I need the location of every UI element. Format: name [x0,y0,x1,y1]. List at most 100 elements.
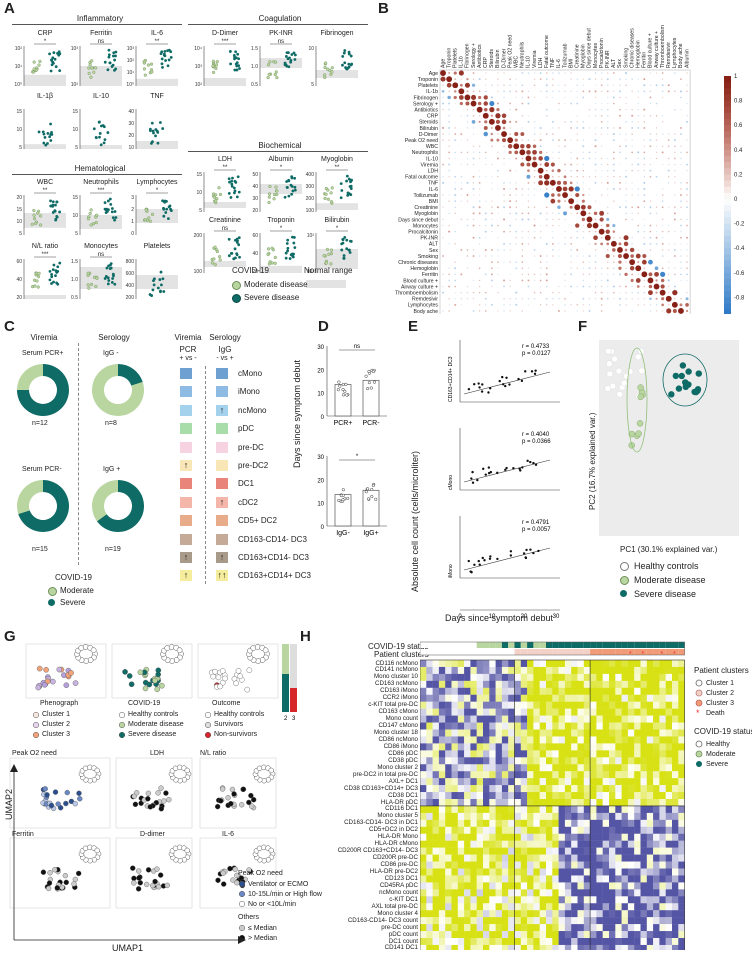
others-legend-0: ≤ Median [248,925,277,932]
heatmap-cell [508,708,515,716]
corr-cell [576,200,578,202]
healthy-dot [620,562,629,571]
heatmap-cell [514,708,521,716]
heatmap-cell [665,673,673,682]
heatmap-cell [583,805,591,814]
corr-cell [570,120,573,123]
status-cell [602,642,609,648]
heatmap-cell [514,785,521,793]
colorbar-segment [724,100,731,108]
corr-cell [686,224,688,227]
heatmap-cell [564,882,572,890]
heatmap-cell [583,938,591,946]
colorbar-segment [724,205,731,212]
moderate-point [88,63,92,67]
severe-point [48,135,52,139]
corr-cell [472,157,475,160]
heatmap-cell [445,708,452,716]
heatmap-cell [577,666,584,675]
moderate-point [95,213,99,217]
marker-cell-pcr [180,533,192,545]
y-tick-label: 2 [131,207,134,213]
corr-cell [442,218,444,221]
heatmap-cell [621,750,629,758]
corr-cell [637,108,639,111]
heatmap-cell [659,938,666,946]
heatmap-cell [640,833,647,841]
corr-cell [600,78,603,80]
heatmap-cell [514,889,521,897]
corr-cell [624,248,628,252]
heatmap-cell [495,743,503,751]
heatmap-cell [464,757,471,765]
h-legend-markers: * [695,679,703,767]
marker-cell-igg [216,423,228,435]
donut-n-igg-neg: n=8 [105,420,117,427]
heatmap-cell [489,687,496,695]
heatmap-cell [665,687,673,695]
corr-cell [668,133,670,135]
heatmap-cell [659,687,666,695]
heatmap-cell [470,910,477,918]
corr-cell [521,242,524,245]
heatmap-cell [514,701,521,709]
marker-label: pre-DC2 [238,461,269,470]
y-tick-label: 20 [16,295,22,301]
annot-frame [420,641,685,656]
data-point [488,387,492,390]
corr-cell [637,224,640,227]
marker-cell-igg: ↑ [216,552,228,563]
umap2-label: UMAP2 [4,788,14,820]
heatmap-cell [552,938,559,946]
small-umap-point [239,802,245,808]
heatmap-cell [627,889,635,897]
corr-cell [606,297,609,300]
heatmap-cell [571,666,578,675]
x-tick-label: 20 [521,614,528,620]
heatmap-cell [634,708,641,716]
corr-cell [491,267,493,270]
heatmap-cell [432,910,440,918]
colorbar-segment [724,94,731,102]
heatmap-cell [489,910,496,918]
corr-cell [680,224,682,227]
corr-cell [613,157,615,160]
severe-point [51,200,55,204]
heatmap-cell [483,931,490,939]
heatmap-cell [609,771,616,779]
corr-cell [497,78,499,80]
corr-cell [466,139,469,141]
moderate-point [89,282,94,287]
moderate-point [266,63,271,67]
corr-cell [594,108,597,111]
heatmap-cell [621,924,629,932]
plot-title: Platelets [144,243,171,250]
heatmap-cell [615,785,622,793]
heatmap-cell [659,944,666,950]
heatmap-cell [564,875,572,883]
severe-point [233,256,237,260]
heatmap-cell [483,910,490,918]
heatmap-cell [470,792,477,800]
heatmap-cell [501,938,509,946]
heatmap-cell [445,847,452,855]
severe-point [49,69,53,73]
heatmap-cell [432,861,440,869]
heatmap-cell [489,729,496,737]
h-row-label: CD86 pre-DC [380,861,418,869]
heatmap-cell [596,847,603,855]
small-umap-point [154,866,160,872]
corr-cell [478,212,481,215]
heatmap-cell [602,882,610,890]
heatmap-cell [653,750,660,758]
cluster-cell [564,649,572,655]
heatmap-cell [552,680,559,688]
h-row-label: CD200R pre-DC [372,854,418,862]
moderate-point [326,67,330,71]
heatmap-cell [577,722,584,730]
severe-point [290,185,294,188]
heatmap-cell [558,673,566,682]
corr-cell [466,127,469,129]
corr-cell [649,145,652,148]
